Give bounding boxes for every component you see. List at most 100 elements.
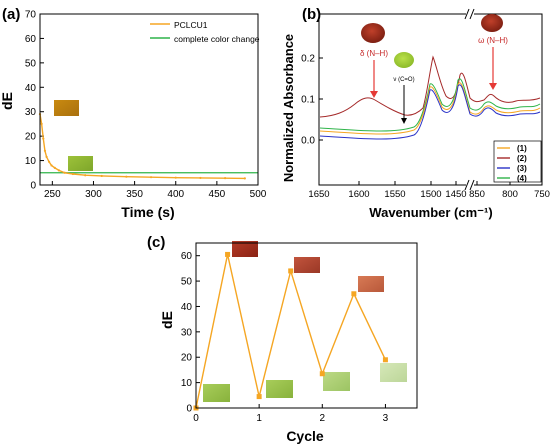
c-ytick-label: 20 [181,353,193,364]
point-cycle-de [382,357,388,363]
point-pclcu1 [43,149,47,152]
a-ytick-label: 70 [25,10,37,21]
red-sample-dot-left [361,23,385,43]
point-cycle-de [225,251,231,257]
b-xtick-label: 1550 [384,189,405,200]
c-ytick-label: 50 [181,277,193,288]
red-sample-dot-right [481,14,503,32]
spectrum-4 [319,78,541,132]
green-sample-photo-3 [323,372,350,391]
orange-sample-photo [54,100,79,116]
panel-b-chart: Normalized Absorbance Wavenumber (cm⁻¹) … [281,8,550,220]
panel-a-ylabel: dE [0,92,15,110]
b-ytick-label: 0.0 [301,136,315,147]
green-sample-photo [68,156,93,171]
panel-a-chart: dE Time (s) 0 10 20 30 40 50 60 70 250 300 350 400 4… [0,10,267,221]
b-xtick-label: 750 [534,189,550,200]
panel-c-letter: (c) [147,234,165,251]
point-pclcu1 [84,174,87,177]
b-xtick-label: 850 [469,189,485,200]
point-pclcu1 [125,175,128,178]
point-cycle-de [319,371,325,377]
b-xtick-label: 1500 [420,189,441,200]
point-pclcu1 [45,155,48,159]
red-sample-photo-2 [294,257,320,273]
a-xtick-label: 450 [209,189,226,200]
b-legend-label: (1) [517,144,527,153]
annotation-nu-co: ν (C=O) [393,77,414,83]
panel-b-xlabel: Wavenumber (cm⁻¹) [369,205,492,220]
point-pclcu1 [53,166,56,169]
panel-c-xlabel: Cycle [286,428,324,444]
b-ytick-label: 0.1 [301,95,315,106]
point-pclcu1 [57,169,61,172]
panel-b-spectra [319,55,541,140]
spectrum-3 [319,84,541,140]
red-sample-photo-1 [232,241,258,257]
a-ytick-label: 30 [25,107,37,118]
point-pclcu1 [174,176,177,179]
green-sample-dot [394,52,414,68]
b-xtick-label: 1450 [445,189,466,200]
red-sample-photo-3 [358,276,384,292]
a-xtick-label: 400 [167,189,184,200]
panel-a-frame [39,13,259,186]
a-xtick-label: 250 [44,189,61,200]
b-ytick-label: 0.2 [301,54,315,65]
point-cycle-de [351,291,357,297]
point-pclcu1 [50,164,53,167]
a-ytick-label: 10 [25,156,37,167]
a-ytick-label: 50 [25,58,37,69]
b-xtick-label: 1600 [348,189,369,200]
a-ytick-label: 0 [30,181,36,192]
b-legend-label: (3) [517,164,527,173]
point-cycle-de [256,394,262,400]
b-legend-label: (2) [517,154,527,163]
axis-break-bottom [464,179,475,191]
point-pclcu1 [199,176,202,180]
arrow-delta-nh-head [370,91,378,98]
panel-b-letter: (b) [302,6,321,23]
point-pclcu1 [100,174,103,178]
panel-b-frame [318,13,543,186]
panel-a-xlabel: Time (s) [121,204,174,220]
point-pclcu1 [71,172,75,176]
arrow-nu-co-head [401,118,407,124]
panel-c-ylabel: dE [159,311,175,329]
annotation-delta-nh: δ (N–H) [360,49,388,58]
a-ytick-label: 60 [25,34,37,45]
point-pclcu1 [243,177,246,180]
c-xtick-label: 1 [256,413,262,424]
c-ytick-label: 30 [181,327,193,338]
green-sample-photo-1 [203,384,230,402]
point-pclcu1 [223,177,227,180]
c-ytick-label: 40 [181,302,193,313]
panel-a-letter: (a) [2,6,20,23]
point-pclcu1 [63,171,66,174]
a-ytick-label: 40 [25,83,37,94]
point-pclcu1 [42,137,45,140]
c-xtick-label: 2 [320,413,326,424]
b-xtick-label: 800 [502,189,518,200]
panel-c-chart: dE Cycle 0 10 20 30 40 50 60 0 1 2 3 [159,241,418,444]
axis-break-top [464,8,475,20]
green-sample-photo-2 [266,380,293,398]
annotation-omega-nh: ω (N–H) [478,36,508,45]
c-ytick-label: 10 [181,378,193,389]
a-xtick-label: 300 [85,189,102,200]
point-pclcu1 [149,176,153,179]
b-legend-label: (4) [517,174,527,183]
b-xtick-label: 1650 [308,189,329,200]
c-ytick-label: 60 [181,251,193,262]
legend-label-pclcu1: PCLCU1 [174,20,208,30]
green-sample-photo-4 [380,363,407,382]
panel-b-ylabel: Normalized Absorbance [281,34,296,182]
a-xtick-label: 500 [250,189,267,200]
panel-a-legend: PCLCU1 complete color change [150,20,260,44]
spectrum-2 [319,55,541,118]
panel-b-legend: (1)(2)(3)(4) [493,140,542,183]
c-xtick-label: 3 [383,413,389,424]
point-pclcu1 [47,160,51,163]
panel-c-frame [195,242,418,409]
